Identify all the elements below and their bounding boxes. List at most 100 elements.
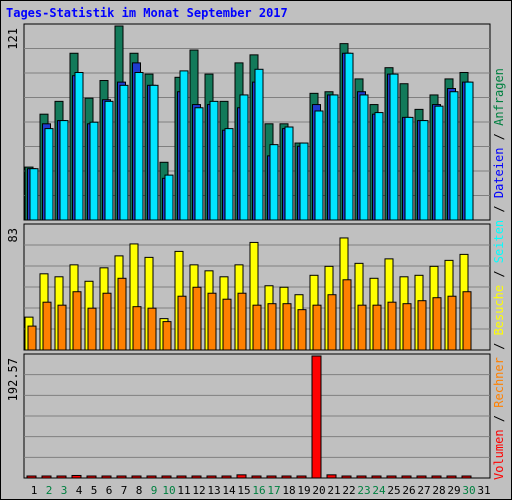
legend-dateien: Dateien [492,147,506,199]
day-label-1: 1 [31,484,38,497]
day-label-16: 16 [252,484,265,497]
bar-seiten-day-21 [329,94,339,221]
day-label-26: 26 [402,484,415,497]
legend-seiten: Seiten [492,219,506,264]
bar-volumen-day-10 [161,475,172,479]
bar-volumen-day-13 [206,475,217,479]
bar-seiten-day-2 [44,128,54,221]
bar-seiten-day-5 [89,121,99,221]
bar-volumen-day-16 [251,475,262,479]
bar-volumen-day-12 [191,475,202,479]
bar-volumen-day-28 [431,475,442,479]
day-label-5: 5 [91,484,98,497]
bar-rechner-day-8 [132,306,142,351]
legend-separator: / [492,407,506,430]
bar-seiten-day-28 [434,105,444,221]
bar-volumen-day-20 [311,355,322,479]
bar-rechner-day-30 [462,291,472,351]
bar-volumen-day-8 [131,475,142,479]
day-label-2: 2 [46,484,53,497]
bar-rechner-day-24 [372,304,382,351]
legend-separator: / [492,198,506,220]
bar-rechner-day-15 [237,292,247,351]
bar-seiten-day-26 [404,116,414,221]
bar-seiten-day-19 [299,142,309,221]
bar-seiten-day-12 [194,107,204,221]
bar-seiten-day-9 [149,84,159,221]
bar-seiten-day-22 [344,52,354,221]
day-label-15: 15 [237,484,250,497]
legend-rechner: Rechner [492,357,506,408]
bar-rechner-day-17 [267,303,277,351]
bar-rechner-day-14 [222,298,232,351]
bar-volumen-day-7 [116,475,127,479]
bar-volumen-day-30 [461,475,472,479]
bar-seiten-day-27 [419,120,429,221]
bar-volumen-day-17 [266,475,277,479]
bar-volumen-day-24 [371,475,382,479]
day-label-30: 30 [462,484,475,497]
bar-rechner-day-7 [117,277,127,351]
bar-volumen-day-19 [296,475,307,479]
bar-seiten-day-1 [29,168,39,221]
bar-seiten-day-8 [134,71,144,221]
bar-rechner-day-23 [357,304,367,351]
bar-seiten-day-14 [224,128,234,221]
bar-seiten-day-29 [449,91,459,221]
bar-rechner-day-6 [102,292,112,351]
bar-rechner-day-28 [432,297,442,351]
bar-volumen-day-18 [281,475,292,479]
bar-seiten-day-6 [104,100,114,221]
bar-volumen-day-15 [236,474,247,479]
axis-max-label-top: 121 [6,28,20,50]
day-label-9: 9 [151,484,158,497]
legend-volumen: Volumen [492,429,506,480]
legend-separator: / [492,263,506,285]
bar-seiten-day-17 [269,144,279,221]
bar-volumen-day-14 [221,475,232,479]
day-label-19: 19 [297,484,310,497]
day-label-23: 23 [357,484,370,497]
bar-seiten-day-30 [464,81,474,221]
day-label-27: 27 [417,484,430,497]
bar-rechner-day-12 [192,286,202,351]
bar-rechner-day-9 [147,307,157,351]
bar-seiten-day-7 [119,84,129,221]
day-label-18: 18 [282,484,295,497]
bar-volumen-day-9 [146,475,157,479]
bar-rechner-day-16 [252,304,262,351]
bar-rechner-day-2 [42,301,52,351]
bar-volumen-day-5 [86,475,97,479]
day-label-31: 31 [477,484,490,497]
bar-seiten-day-10 [164,174,174,221]
bar-rechner-day-19 [297,309,307,351]
bar-rechner-day-20 [312,304,322,351]
legend-anfragen: Anfragen [492,68,506,126]
bar-volumen-day-26 [401,475,412,479]
chart-title: Tages-Statistik im Monat September 2017 [6,6,288,20]
bar-volumen-day-23 [356,475,367,479]
bar-rechner-day-22 [342,279,352,351]
bar-rechner-day-10 [162,321,172,351]
bar-volumen-day-21 [326,474,337,479]
bar-rechner-day-18 [282,303,292,351]
bar-seiten-day-23 [359,94,369,221]
day-label-17: 17 [267,484,280,497]
bar-seiten-day-3 [59,120,69,221]
bar-rechner-day-27 [417,300,427,351]
day-label-13: 13 [207,484,220,497]
day-label-11: 11 [177,484,190,497]
bar-seiten-day-11 [179,70,189,221]
legend-separator: / [492,125,506,148]
day-label-7: 7 [121,484,128,497]
bar-rechner-day-25 [387,301,397,351]
bar-rechner-day-11 [177,295,187,351]
bar-seiten-day-4 [74,71,84,221]
bar-rechner-day-13 [207,292,217,351]
bar-seiten-day-25 [389,73,399,221]
axis-max-label-middle: 83 [6,228,20,242]
day-label-24: 24 [372,484,386,497]
bar-volumen-day-27 [416,475,427,479]
bar-rechner-day-5 [87,307,97,351]
day-label-6: 6 [106,484,113,497]
